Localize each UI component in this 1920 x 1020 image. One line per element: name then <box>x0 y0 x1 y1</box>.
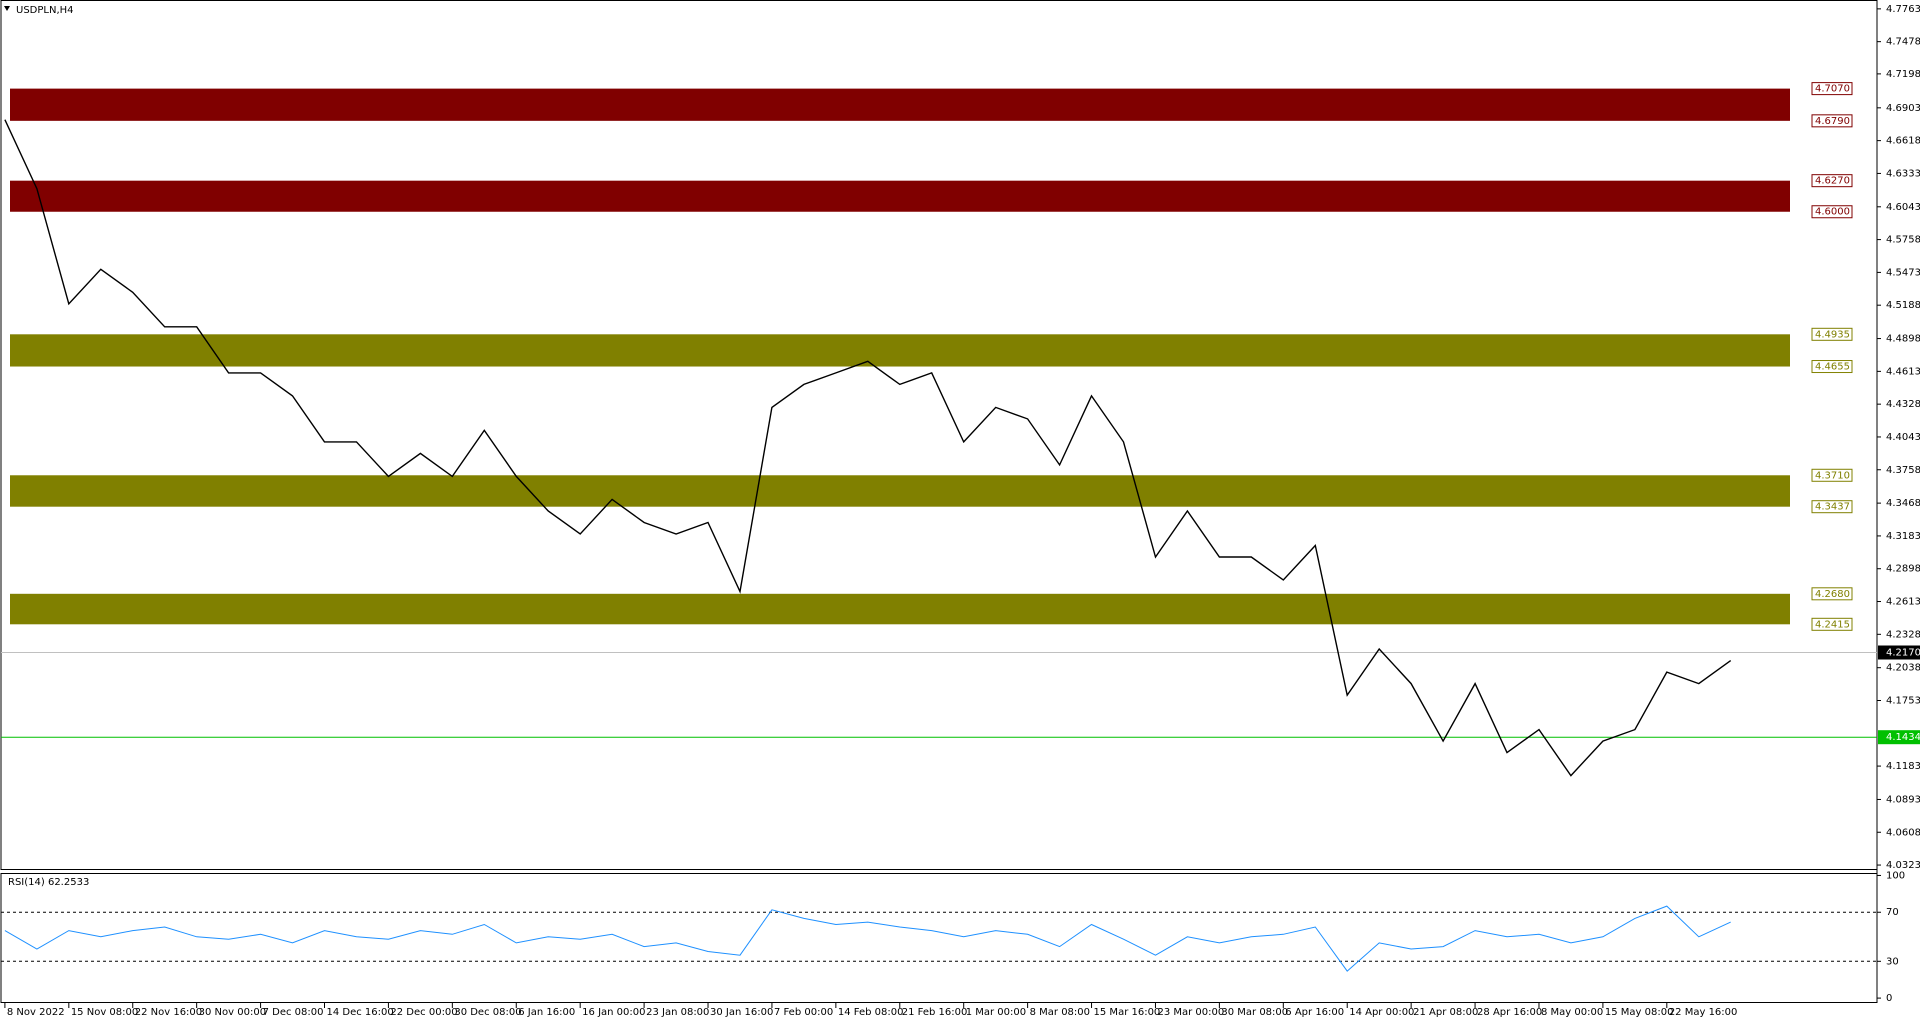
x-tick-label: 22 Nov 16:00 <box>135 1007 202 1018</box>
y-tick-label: 70 <box>1886 907 1899 918</box>
y-tick-label: 4.7198 <box>1886 69 1920 80</box>
zone-label: 4.7070 <box>1815 84 1850 95</box>
zone-label: 4.2680 <box>1815 589 1850 600</box>
y-tick-label: 4.4898 <box>1886 334 1920 345</box>
x-tick-label: 21 Apr 08:00 <box>1413 1007 1478 1018</box>
y-tick-label: 4.3758 <box>1886 465 1920 476</box>
zone <box>10 593 1790 625</box>
zone-label-box <box>1811 114 1853 128</box>
zone-label: 4.6000 <box>1815 207 1850 218</box>
x-tick-label: 7 Feb 00:00 <box>774 1007 833 1018</box>
y-tick-label: 4.0323 <box>1886 860 1920 871</box>
zone-label: 4.2415 <box>1815 619 1850 630</box>
zone <box>10 475 1790 507</box>
x-tick-label: 7 Dec 08:00 <box>263 1007 324 1018</box>
menu-arrow[interactable] <box>4 6 10 11</box>
zone-label: 4.4935 <box>1815 329 1850 340</box>
series-line <box>4 119 1732 777</box>
zone-label-box <box>1811 360 1853 374</box>
x-tick-label: 15 Nov 08:00 <box>71 1007 138 1018</box>
y-tick-label: 4.2328 <box>1886 629 1920 640</box>
y-tick-label: 4.6618 <box>1886 136 1920 147</box>
zone <box>10 334 1790 367</box>
price-tag <box>1878 645 1920 660</box>
y-tick-label: 4.2038 <box>1886 663 1920 674</box>
price-tag <box>1878 730 1920 745</box>
x-tick-label: 8 Nov 2022 <box>7 1007 65 1018</box>
x-tick-label: 21 Feb 16:00 <box>902 1007 968 1018</box>
x-tick-label: 6 Apr 16:00 <box>1285 1007 1344 1018</box>
y-tick-label: 4.5188 <box>1886 300 1920 311</box>
y-tick-label: 4.6903 <box>1886 103 1920 114</box>
y-tick-label: 4.0608 <box>1886 827 1920 838</box>
y-tick-label: 4.6043 <box>1886 202 1920 213</box>
x-tick-label: 28 Apr 16:00 <box>1477 1007 1542 1018</box>
y-tick-label: 4.0893 <box>1886 794 1920 805</box>
zone-label-box <box>1811 327 1853 341</box>
x-tick-label: 14 Dec 16:00 <box>327 1007 394 1018</box>
y-tick-label: 4.5473 <box>1886 267 1920 278</box>
series-line <box>4 905 1731 972</box>
x-tick-label: 30 Jan 16:00 <box>710 1007 773 1018</box>
y-tick-label: 4.1753 <box>1886 695 1920 706</box>
x-tick-label: 14 Feb 08:00 <box>838 1007 904 1018</box>
y-tick-label: 4.3468 <box>1886 498 1920 509</box>
zone-label: 4.4655 <box>1815 362 1850 373</box>
x-tick-label: 30 Nov 00:00 <box>199 1007 266 1018</box>
y-tick-label: 4.2613 <box>1886 597 1920 608</box>
x-tick-label: 22 May 16:00 <box>1669 1007 1738 1018</box>
zone-label: 4.3710 <box>1815 470 1850 481</box>
x-tick-label: 30 Mar 08:00 <box>1221 1007 1288 1018</box>
y-tick-label: 4.1183 <box>1886 761 1920 772</box>
y-tick-label: 4.7763 <box>1886 4 1920 15</box>
zone-label: 4.3437 <box>1815 502 1850 513</box>
zone-label-box <box>1811 587 1853 601</box>
y-tick-label: 4.4328 <box>1886 399 1920 410</box>
x-tick-label: 23 Mar 00:00 <box>1157 1007 1224 1018</box>
zone <box>10 88 1790 121</box>
x-tick-label: 30 Dec 08:00 <box>454 1007 521 1018</box>
x-tick-label: 14 Apr 00:00 <box>1349 1007 1414 1018</box>
zone-label-box <box>1811 82 1853 96</box>
x-tick-label: 16 Jan 00:00 <box>582 1007 645 1018</box>
x-tick-label: 8 May 00:00 <box>1541 1007 1603 1018</box>
zone-label-box <box>1811 468 1853 482</box>
x-tick-label: 23 Jan 08:00 <box>646 1007 709 1018</box>
y-tick-label: 30 <box>1886 956 1899 967</box>
zone-label: 4.6270 <box>1815 176 1850 187</box>
zone-label-box <box>1811 500 1853 514</box>
price-tag-label: 4.1434 <box>1886 732 1920 743</box>
y-tick-label: 4.7478 <box>1886 37 1920 48</box>
y-tick-label: 4.6333 <box>1886 168 1920 179</box>
y-tick-label: 4.5758 <box>1886 235 1920 246</box>
zone-label-box <box>1811 174 1853 188</box>
zone-label-box <box>1811 205 1853 219</box>
y-tick-label: 4.4043 <box>1886 432 1920 443</box>
y-tick-label: 4.2898 <box>1886 564 1920 575</box>
zone-label: 4.6790 <box>1815 116 1850 127</box>
symbol-title: USDPLN,H4 <box>16 5 74 16</box>
x-tick-label: 22 Dec 00:00 <box>390 1007 457 1018</box>
price-tag-label: 4.2170 <box>1886 648 1920 659</box>
y-tick-label: 0 <box>1886 993 1892 1004</box>
y-tick-label: 4.4613 <box>1886 366 1920 377</box>
zone <box>10 180 1790 212</box>
y-tick-label: 100 <box>1886 870 1905 881</box>
x-tick-label: 1 Mar 00:00 <box>966 1007 1026 1018</box>
rsi-title: RSI(14) 62.2533 <box>8 877 89 888</box>
y-tick-label: 4.3183 <box>1886 531 1920 542</box>
x-tick-label: 15 Mar 16:00 <box>1094 1007 1161 1018</box>
x-tick-label: 8 Mar 08:00 <box>1030 1007 1090 1018</box>
x-tick-label: 15 May 08:00 <box>1605 1007 1674 1018</box>
zone-label-box <box>1811 617 1853 631</box>
x-tick-label: 6 Jan 16:00 <box>518 1007 575 1018</box>
